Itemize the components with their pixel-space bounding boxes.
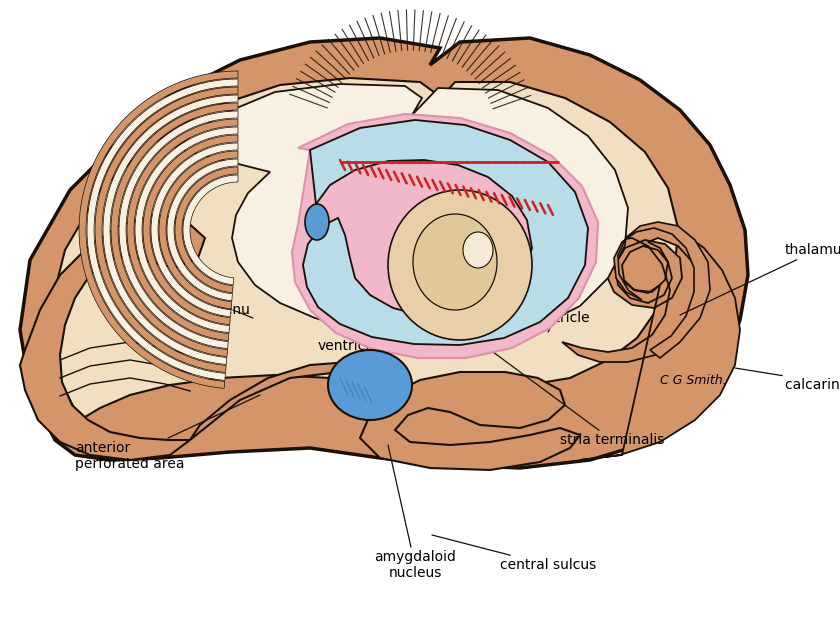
Ellipse shape <box>328 350 412 420</box>
Polygon shape <box>127 119 238 340</box>
Polygon shape <box>50 78 678 420</box>
Polygon shape <box>190 362 580 470</box>
Polygon shape <box>167 159 238 301</box>
Text: 3rd
ventricle: 3rd ventricle <box>318 323 378 353</box>
Text: central sulcus: central sulcus <box>432 535 596 572</box>
Polygon shape <box>135 127 238 332</box>
Ellipse shape <box>305 204 329 240</box>
Polygon shape <box>175 167 238 293</box>
Text: thalamus: thalamus <box>680 243 840 315</box>
Text: calcarine sulcus: calcarine sulcus <box>735 368 840 392</box>
Polygon shape <box>20 215 205 460</box>
Text: Corpus callosum: Corpus callosum <box>355 218 505 236</box>
Polygon shape <box>175 84 628 340</box>
Ellipse shape <box>388 190 532 340</box>
Ellipse shape <box>413 214 497 310</box>
Polygon shape <box>183 175 238 285</box>
Text: anterior
perforated area: anterior perforated area <box>75 395 260 471</box>
Polygon shape <box>159 151 238 309</box>
Polygon shape <box>151 143 238 317</box>
Polygon shape <box>303 120 588 345</box>
Polygon shape <box>614 222 710 358</box>
Ellipse shape <box>463 232 493 268</box>
Text: amygdaloid
nucleus: amygdaloid nucleus <box>374 445 456 580</box>
Polygon shape <box>562 225 740 460</box>
Text: lateral
ventricle: lateral ventricle <box>530 295 591 332</box>
Polygon shape <box>303 120 588 345</box>
Polygon shape <box>20 38 748 468</box>
Text: C G Smith.: C G Smith. <box>660 373 727 386</box>
Text: Caudate nucleus: Caudate nucleus <box>457 253 585 267</box>
Polygon shape <box>103 95 238 365</box>
Polygon shape <box>79 71 238 388</box>
Polygon shape <box>143 135 238 324</box>
Polygon shape <box>292 114 598 358</box>
Polygon shape <box>87 79 238 381</box>
Polygon shape <box>95 87 238 373</box>
Polygon shape <box>119 111 238 348</box>
Text: stria terminalis: stria terminalis <box>470 335 664 447</box>
Text: genu: genu <box>216 303 253 318</box>
Polygon shape <box>111 103 238 357</box>
